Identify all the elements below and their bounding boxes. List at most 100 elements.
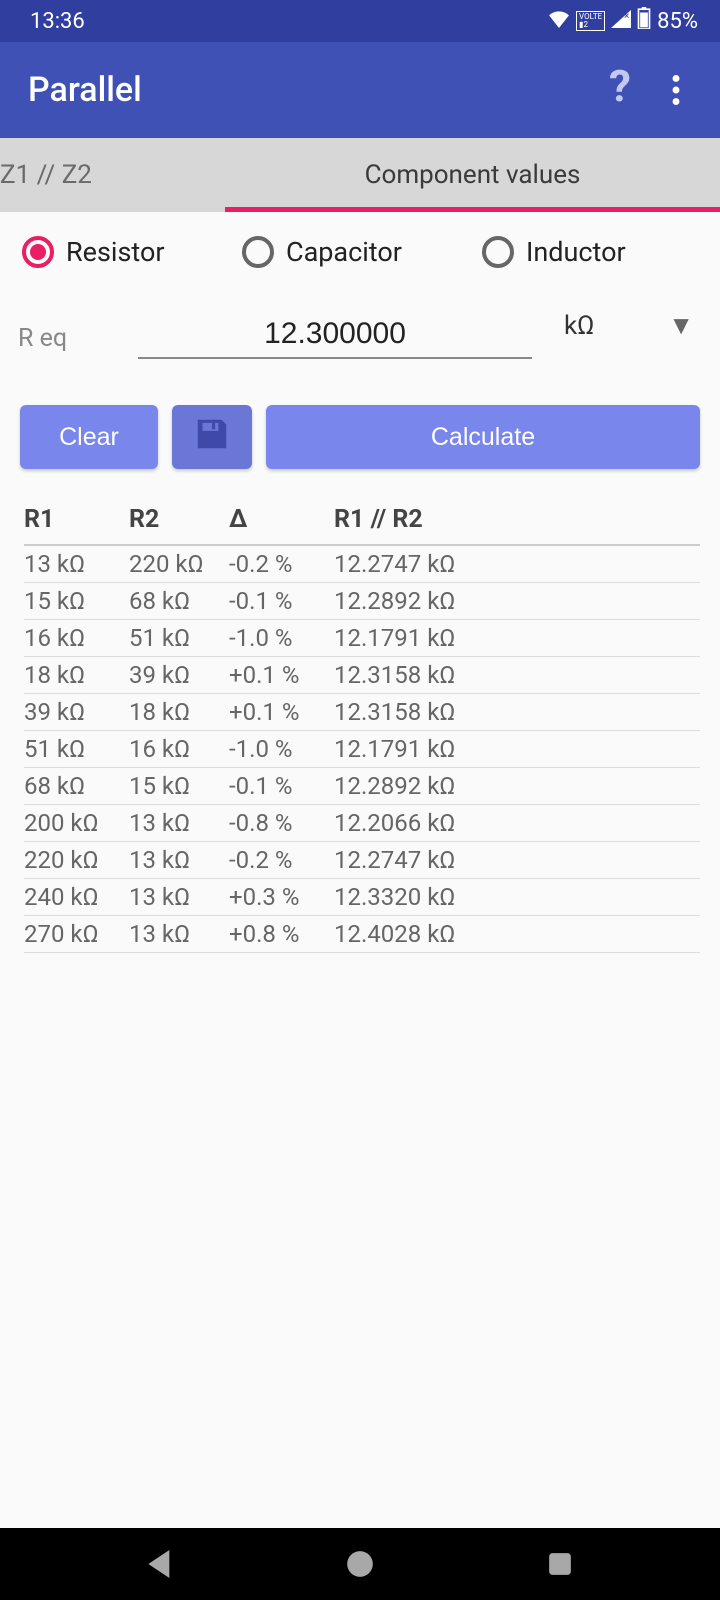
table-cell: 12.2747 kΩ [334,550,700,578]
table-row[interactable]: 18 kΩ39 kΩ+0.1 %12.3158 kΩ [24,657,700,694]
radio-inductor[interactable]: Inductor [482,236,700,268]
table-cell: -1.0 % [229,735,334,763]
table-cell: 12.1791 kΩ [334,624,700,652]
nav-recents-button[interactable] [542,1546,578,1582]
radio-capacitor-circle [242,236,274,268]
header-r2: R2 [129,505,229,534]
battery-icon [637,7,651,35]
table-cell: 51 kΩ [24,735,129,763]
table-cell: -0.2 % [229,550,334,578]
svg-text:?: ? [609,68,631,112]
unit-value: kΩ [564,311,594,341]
table-cell: 13 kΩ [129,883,229,911]
status-bar: 13:36 VOLTE▮2 × 85% [0,0,720,42]
table-cell: 13 kΩ [24,550,129,578]
radio-inductor-circle [482,236,514,268]
header-parallel: R1 // R2 [334,505,700,534]
req-input[interactable] [138,313,532,359]
help-button[interactable]: ? [596,66,644,114]
table-cell: 12.3158 kΩ [334,698,700,726]
header-delta: Δ [229,505,334,534]
table-cell: 18 kΩ [129,698,229,726]
clear-button-label: Clear [59,423,119,452]
table-cell: 68 kΩ [24,772,129,800]
table-row[interactable]: 13 kΩ220 kΩ-0.2 %12.2747 kΩ [24,546,700,583]
nav-home-button[interactable] [342,1546,378,1582]
table-cell: 240 kΩ [24,883,129,911]
button-row: Clear Calculate [0,369,720,479]
save-button[interactable] [172,405,252,469]
chevron-down-icon: ▼ [668,310,694,341]
table-cell: -0.1 % [229,772,334,800]
unit-dropdown[interactable]: kΩ ▼ [552,310,702,359]
tab-z1z2[interactable]: Z1 // Z2 [0,138,225,212]
nav-back-button[interactable] [142,1546,178,1582]
content-area: Resistor Capacitor Inductor R eq kΩ ▼ Cl… [0,212,720,963]
table-row[interactable]: 68 kΩ15 kΩ-0.1 %12.2892 kΩ [24,768,700,805]
table-header: R1 R2 Δ R1 // R2 [24,497,700,546]
table-cell: 39 kΩ [129,661,229,689]
results-table: R1 R2 Δ R1 // R2 13 kΩ220 kΩ-0.2 %12.274… [0,479,720,953]
table-cell: 51 kΩ [129,624,229,652]
table-cell: 12.2892 kΩ [334,772,700,800]
req-input-row: R eq kΩ ▼ [0,286,720,369]
table-row[interactable]: 51 kΩ16 kΩ-1.0 %12.1791 kΩ [24,731,700,768]
table-cell: 13 kΩ [129,809,229,837]
table-row[interactable]: 39 kΩ18 kΩ+0.1 %12.3158 kΩ [24,694,700,731]
table-cell: -0.2 % [229,846,334,874]
table-row[interactable]: 240 kΩ13 kΩ+0.3 %12.3320 kΩ [24,879,700,916]
save-icon [193,415,231,460]
table-cell: +0.8 % [229,920,334,948]
table-cell: 12.2747 kΩ [334,846,700,874]
table-cell: 39 kΩ [24,698,129,726]
table-row[interactable]: 16 kΩ51 kΩ-1.0 %12.1791 kΩ [24,620,700,657]
radio-resistor[interactable]: Resistor [22,236,242,268]
table-row[interactable]: 200 kΩ13 kΩ-0.8 %12.2066 kΩ [24,805,700,842]
table-cell: 270 kΩ [24,920,129,948]
table-cell: 12.3320 kΩ [334,883,700,911]
tab-component-values[interactable]: Component values [225,138,720,212]
tab-bar: Z1 // Z2 Component values [0,138,720,212]
battery-text: 85% [657,9,698,34]
table-cell: 18 kΩ [24,661,129,689]
table-cell: 16 kΩ [129,735,229,763]
clear-button[interactable]: Clear [20,405,158,469]
app-bar: Parallel ? [0,42,720,138]
table-cell: -0.1 % [229,587,334,615]
svg-text:×: × [624,11,629,22]
signal-icon: × [611,9,631,34]
radio-resistor-label: Resistor [66,236,165,268]
table-row[interactable]: 270 kΩ13 kΩ+0.8 %12.4028 kΩ [24,916,700,953]
component-type-radios: Resistor Capacitor Inductor [0,212,720,286]
calculate-button[interactable]: Calculate [266,405,700,469]
table-cell: 16 kΩ [24,624,129,652]
table-cell: 220 kΩ [129,550,229,578]
table-cell: +0.3 % [229,883,334,911]
radio-capacitor-label: Capacitor [286,236,402,268]
tab-component-values-label: Component values [365,160,581,190]
status-right: VOLTE▮2 × 85% [548,7,698,35]
table-row[interactable]: 220 kΩ13 kΩ-0.2 %12.2747 kΩ [24,842,700,879]
overflow-menu-button[interactable] [652,66,700,114]
table-cell: 15 kΩ [24,587,129,615]
page-title: Parallel [28,70,588,110]
radio-resistor-circle [22,236,54,268]
table-cell: 13 kΩ [129,846,229,874]
calculate-button-label: Calculate [431,423,535,452]
volte-icon: VOLTE▮2 [576,11,605,31]
table-cell: -0.8 % [229,809,334,837]
table-cell: +0.1 % [229,661,334,689]
table-cell: 15 kΩ [129,772,229,800]
radio-inductor-label: Inductor [526,236,626,268]
table-cell: 12.4028 kΩ [334,920,700,948]
req-label: R eq [18,324,138,359]
table-cell: 12.3158 kΩ [334,661,700,689]
header-r1: R1 [24,505,129,534]
table-cell: +0.1 % [229,698,334,726]
table-cell: -1.0 % [229,624,334,652]
wifi-icon [548,9,570,34]
table-row[interactable]: 15 kΩ68 kΩ-0.1 %12.2892 kΩ [24,583,700,620]
status-time: 13:36 [30,9,85,34]
nav-bar [0,1528,720,1600]
radio-capacitor[interactable]: Capacitor [242,236,482,268]
